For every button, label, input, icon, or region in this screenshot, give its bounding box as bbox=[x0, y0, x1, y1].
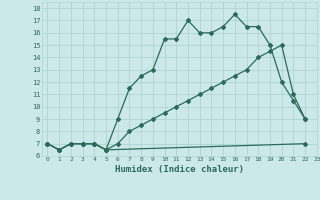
X-axis label: Humidex (Indice chaleur): Humidex (Indice chaleur) bbox=[115, 165, 244, 174]
